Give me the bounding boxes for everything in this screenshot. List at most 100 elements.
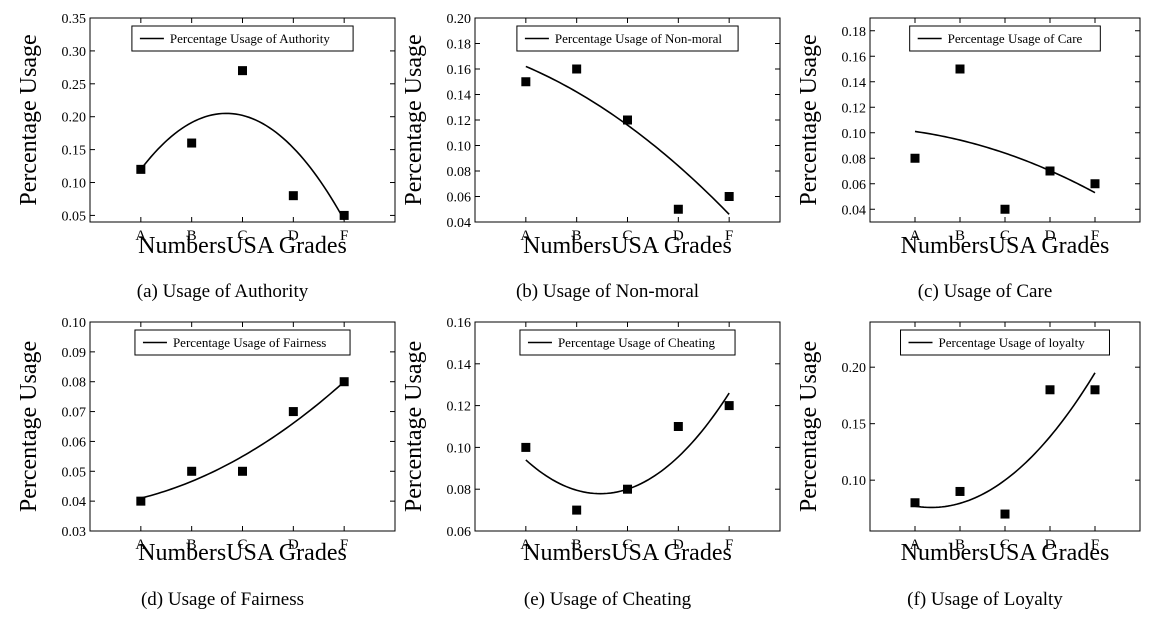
y-axis-label: Percentage Usage [16,341,42,512]
x-tick-label: C [1000,228,1010,244]
y-tick-label: 0.08 [447,165,472,180]
fit-line [140,381,345,499]
x-tick-label: B [572,228,582,244]
y-tick-label: 0.14 [842,76,867,91]
x-tick-label: C [622,537,632,553]
y-tick-label: 0.08 [447,483,472,498]
x-axis-label: NumbersUSA Grades [138,233,347,259]
y-tick-label: 0.20 [62,111,87,126]
x-tick-label: D [673,537,684,553]
chart-panel-2: 0.04 0.06 0.08 0.10 0.12 0.14 0.16 0.18 0.20 A B C D… [401,12,781,302]
legend-box [519,329,736,356]
chart-panel-1: 0.05 0.10 0.15 0.20 0.25 0.30 0.35 A B C D FNumbers… [16,12,396,302]
data-point [910,153,920,163]
legend-label: Percentage Usage of Non-moral [555,31,723,46]
chart-panel-3: 0.04 0.06 0.08 0.10 0.12 0.14 0.16 0.18 A B C D FNum… [796,17,1141,302]
y-tick-label: 0.10 [447,140,472,155]
data-point [187,466,197,476]
x-tick-label: D [1045,537,1056,553]
y-tick-label: 0.04 [62,495,87,510]
subfigure-caption: (c) Usage of Care [918,281,1053,302]
x-tick-label: B [187,537,197,553]
y-tick-label: 0.06 [447,525,472,540]
x-tick-label: D [288,228,299,244]
x-tick-label: B [955,228,965,244]
data-point [521,77,531,87]
data-point [1045,385,1055,395]
legend-box [134,329,351,356]
legend-label: Percentage Usage of Cheating [558,335,716,350]
fit-line [914,130,1096,194]
data-point [1090,179,1100,189]
y-tick-label: 0.04 [842,203,867,218]
y-axis-label: Percentage Usage [16,34,42,205]
data-point [339,377,349,387]
data-point [238,66,247,76]
y-tick-label: 0.12 [842,101,867,116]
x-axis-label: NumbersUSA Grades [138,540,347,566]
y-tick-label: 0.08 [842,152,867,167]
data-point [1000,509,1010,519]
data-point [572,64,582,74]
y-axis-label: Percentage Usage [401,341,427,512]
x-tick-label: C [237,228,247,244]
x-tick-label: A [910,537,921,553]
y-tick-label: 0.14 [447,358,472,373]
data-point [238,466,247,476]
data-point [1000,204,1010,214]
data-point [955,64,965,74]
x-tick-label: D [288,537,299,553]
x-tick-label: C [622,228,632,244]
fit-line [140,112,345,221]
y-tick-label: 0.25 [62,78,87,93]
y-axis-label: Percentage Usage [401,34,427,205]
data-point [623,484,632,494]
y-tick-label: 0.18 [842,25,867,40]
data-point [339,210,349,220]
y-tick-label: 0.16 [447,316,472,331]
legend-box [516,25,739,52]
legend-box [131,25,354,52]
data-point [673,422,683,431]
x-tick-label: A [910,228,921,244]
y-tick-label: 0.05 [62,209,87,224]
y-tick-label: 0.20 [842,361,867,376]
data-point [910,498,920,508]
x-tick-label: B [187,228,197,244]
y-tick-label: 0.04 [447,216,472,231]
y-tick-label: 0.30 [62,45,87,60]
data-point [673,204,683,214]
x-tick-label: F [1091,537,1099,553]
x-tick-label: A [520,537,531,553]
y-tick-label: 0.07 [62,406,87,421]
y-tick-label: 0.15 [842,418,867,433]
legend-box [900,329,1110,356]
x-tick-label: A [520,228,531,244]
x-tick-label: F [1091,228,1099,244]
y-tick-label: 0.09 [62,346,87,361]
data-point [136,496,146,506]
y-tick-label: 0.35 [62,12,87,27]
x-tick-label: A [135,537,146,553]
data-point [724,192,734,201]
y-tick-label: 0.12 [447,114,472,129]
x-tick-label: D [673,228,684,244]
data-point [187,138,197,148]
data-point [1045,166,1055,176]
fit-line [914,372,1096,509]
x-axis-label: NumbersUSA Grades [523,233,732,259]
y-tick-label: 0.06 [447,191,472,206]
y-tick-label: 0.16 [842,50,867,65]
data-point [572,505,582,515]
subfigure-caption: (b) Usage of Non-moral [516,281,699,302]
chart-panel-4: 0.03 0.04 0.05 0.06 0.07 0.08 0.09 0.10 A B C D FNum… [16,316,396,610]
fit-line [525,65,730,215]
legend-label: Percentage Usage of Authority [170,31,330,46]
x-axis-label: NumbersUSA Grades [901,233,1110,259]
y-axis-label: Percentage Usage [796,34,822,205]
x-tick-label: F [340,537,348,553]
subfigure-caption: (f) Usage of Loyalty [907,589,1063,610]
y-tick-label: 0.10 [62,316,87,331]
y-tick-label: 0.06 [842,178,867,193]
